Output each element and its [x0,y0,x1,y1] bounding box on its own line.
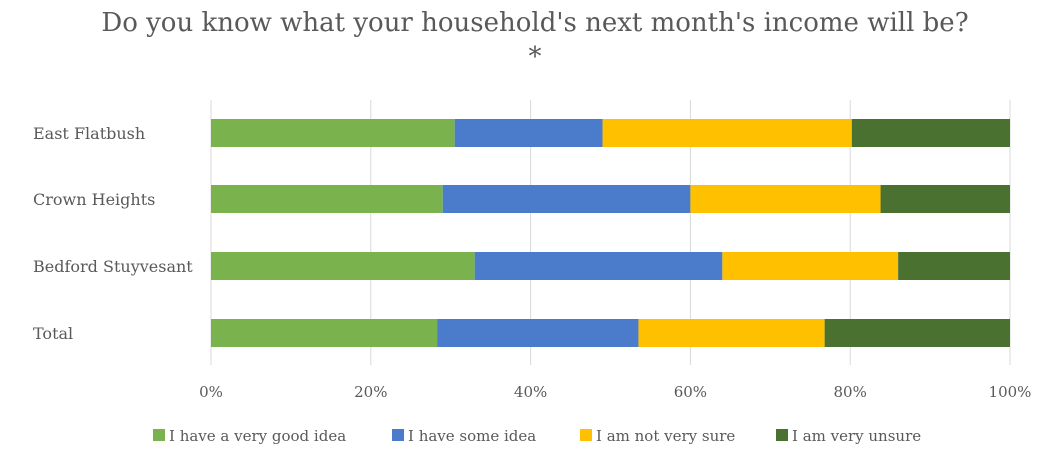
legend-swatch [580,429,592,441]
bar-segment [211,119,455,147]
bar-segment [454,119,603,147]
bar-segment [851,119,1010,147]
x-tick-label: 100% [989,383,1032,401]
category-labels: East Flatbush Crown Heights Bedford Stuyve… [33,124,193,343]
x-tick-label: 60% [674,383,707,401]
legend-swatch [392,429,404,441]
category-label: East Flatbush [33,124,145,143]
bar-segment [824,319,1010,347]
bar-segment [211,319,438,347]
bar-segment [898,252,1010,280]
x-tick-label: 0% [199,383,223,401]
x-tick-label: 20% [354,383,387,401]
bar-segment [638,319,825,347]
bar-segment [690,185,881,213]
bar-segment [211,185,443,213]
x-axis-ticks: 0% 20% 40% 60% 80% 100% [199,383,1031,401]
bar-segment [437,319,639,347]
legend-label: I am very unsure [792,427,921,445]
category-label: Crown Heights [33,190,155,209]
chart-title: Do you know what your household's next m… [101,8,969,72]
bar-segment [474,252,723,280]
legend-swatch [153,429,165,441]
legend-label: I am not very sure [596,427,735,445]
legend-label: I have a very good idea [169,427,346,445]
x-tick-label: 80% [834,383,867,401]
bar-segment [211,252,475,280]
x-tick-label: 40% [514,383,547,401]
legend-label: I have some idea [408,427,536,445]
bar-segment [722,252,899,280]
bar-segment [442,185,691,213]
bar-segment [880,185,1010,213]
legend-swatch [776,429,788,441]
legend: I have a very good idea I have some idea I… [153,427,921,445]
bar-area [211,119,1010,347]
category-label: Total [33,324,73,343]
category-label: Bedford Stuyvesant [33,257,193,276]
bar-segment [602,119,852,147]
